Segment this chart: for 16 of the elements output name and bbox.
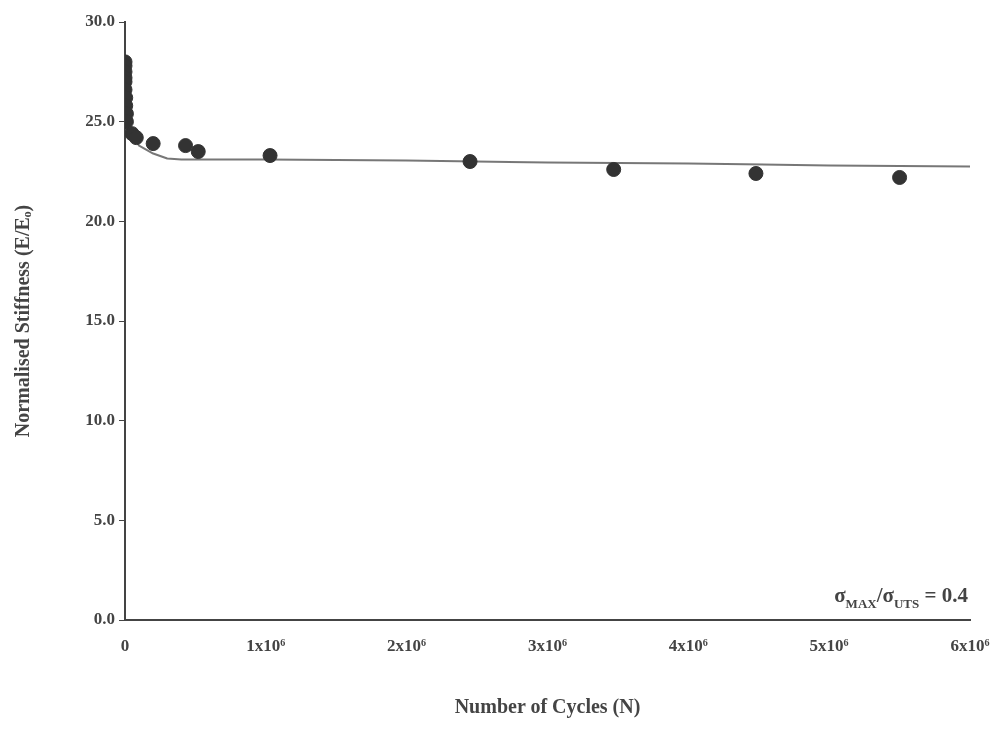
y-tick-label: 25.0 [85,111,115,131]
x-tick-label: 1x10⁶ [246,635,286,655]
x-tick-label: 6x10⁶ [950,635,990,655]
x-tick-label: 3x10⁶ [527,635,568,655]
x-axis-title: Number of Cycles (N) [454,695,641,719]
y-tick-label: 0.0 [93,609,115,629]
y-axis-title: Normalised Stiffness (E/Eₒ) [11,204,35,438]
x-tick-label: 0 [120,635,130,655]
y-tick-label: 5.0 [93,509,115,529]
x-tick-label: 4x10⁶ [668,635,708,655]
y-tick-label: 15.0 [85,310,115,330]
y-tick-label: 20.0 [85,210,115,230]
x-tick-label: 2x10⁶ [387,635,427,655]
y-tick-label: 10.0 [85,410,115,430]
y-tick-label: 30.0 [85,11,115,31]
x-tick-label: 5x10⁶ [809,635,849,655]
